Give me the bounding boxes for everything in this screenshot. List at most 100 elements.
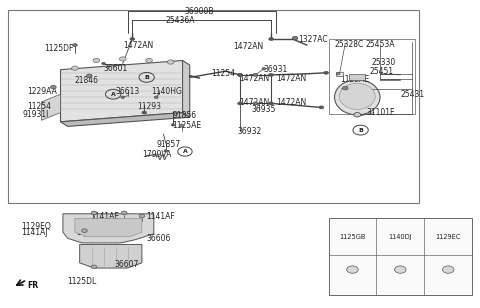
Circle shape — [91, 265, 97, 269]
Circle shape — [72, 44, 77, 47]
Circle shape — [292, 36, 298, 40]
Text: 1125AE: 1125AE — [172, 121, 201, 130]
Text: 1125GB: 1125GB — [339, 234, 366, 240]
Text: 91857: 91857 — [156, 140, 180, 149]
Text: 36606: 36606 — [147, 234, 171, 243]
Text: 1472AN: 1472AN — [123, 41, 153, 50]
Text: B: B — [358, 128, 363, 132]
Text: 36935: 36935 — [251, 105, 276, 114]
Circle shape — [336, 72, 340, 75]
Circle shape — [93, 58, 100, 63]
Polygon shape — [63, 214, 154, 243]
Text: 36900B: 36900B — [185, 7, 214, 16]
Ellipse shape — [339, 83, 375, 109]
Text: 1472AN: 1472AN — [239, 74, 269, 83]
Circle shape — [164, 150, 168, 152]
Circle shape — [121, 211, 127, 215]
Circle shape — [347, 266, 358, 273]
Circle shape — [269, 102, 274, 105]
Text: 1125DF: 1125DF — [44, 44, 73, 53]
Text: 1141AF: 1141AF — [147, 212, 175, 221]
Text: 1472AN: 1472AN — [276, 98, 306, 107]
Text: 25451: 25451 — [370, 67, 394, 76]
Polygon shape — [41, 94, 60, 120]
Text: B: B — [144, 75, 149, 80]
Bar — [349, 74, 365, 80]
Circle shape — [238, 102, 242, 105]
Circle shape — [179, 124, 184, 127]
Bar — [328, 39, 415, 114]
Text: 1141AJ: 1141AJ — [21, 228, 48, 237]
Text: 36931: 36931 — [263, 65, 287, 74]
Circle shape — [319, 106, 324, 109]
Bar — [8, 10, 420, 203]
Text: 91856: 91856 — [173, 111, 197, 120]
Ellipse shape — [335, 80, 380, 115]
Circle shape — [253, 102, 258, 105]
Circle shape — [354, 113, 360, 117]
Text: 1125DL: 1125DL — [67, 277, 96, 286]
Text: 1141AL: 1141AL — [76, 228, 105, 237]
Text: 1472AN: 1472AN — [276, 74, 306, 83]
Text: 11254: 11254 — [211, 69, 235, 78]
Text: 1472AN: 1472AN — [239, 98, 269, 107]
Circle shape — [171, 124, 175, 126]
Circle shape — [139, 214, 145, 218]
Circle shape — [262, 67, 266, 70]
Text: A: A — [182, 149, 187, 154]
Text: 36607: 36607 — [115, 261, 139, 270]
Text: 36601: 36601 — [104, 64, 128, 73]
Text: 25330: 25330 — [372, 58, 396, 67]
Circle shape — [91, 211, 97, 215]
Text: 21846: 21846 — [75, 76, 99, 85]
Circle shape — [50, 85, 56, 89]
Bar — [328, 218, 472, 295]
Text: 1799VA: 1799VA — [142, 150, 171, 160]
Text: 1140DJ: 1140DJ — [388, 234, 412, 240]
Circle shape — [238, 73, 242, 76]
Text: FR: FR — [27, 281, 38, 290]
Text: 25328C: 25328C — [335, 40, 364, 49]
Circle shape — [342, 86, 348, 90]
Circle shape — [82, 229, 87, 233]
Polygon shape — [75, 218, 142, 237]
Text: 1140HG: 1140HG — [152, 87, 182, 96]
Text: 31101E: 31101E — [367, 108, 396, 117]
Circle shape — [324, 71, 328, 74]
Circle shape — [86, 74, 92, 78]
Circle shape — [167, 60, 174, 64]
Circle shape — [238, 73, 242, 76]
Text: 25453A: 25453A — [365, 40, 395, 49]
Text: 11293: 11293 — [137, 102, 161, 111]
Circle shape — [395, 266, 406, 273]
Text: 1129EY: 1129EY — [86, 219, 114, 229]
Text: 1125AE: 1125AE — [340, 75, 370, 84]
Circle shape — [120, 57, 126, 61]
Circle shape — [443, 266, 454, 273]
Circle shape — [354, 113, 360, 117]
Text: 1472AN: 1472AN — [233, 42, 263, 51]
Text: 1129EC: 1129EC — [435, 234, 461, 240]
Circle shape — [146, 58, 153, 63]
Circle shape — [102, 62, 106, 65]
Circle shape — [269, 38, 274, 41]
Polygon shape — [182, 60, 190, 117]
Text: 1129EQ: 1129EQ — [21, 221, 50, 231]
Circle shape — [253, 73, 258, 76]
Text: 36932: 36932 — [238, 128, 262, 136]
Bar — [336, 72, 343, 76]
Text: 11254: 11254 — [27, 102, 51, 111]
Circle shape — [121, 96, 125, 99]
Text: 1229AA: 1229AA — [27, 87, 57, 96]
Circle shape — [155, 96, 158, 99]
Circle shape — [130, 38, 135, 41]
Text: 25431: 25431 — [400, 90, 424, 99]
Text: A: A — [111, 92, 116, 97]
Circle shape — [269, 73, 274, 76]
Polygon shape — [60, 60, 182, 122]
Circle shape — [142, 111, 147, 114]
Polygon shape — [80, 245, 142, 268]
Text: 1327AC: 1327AC — [299, 34, 328, 43]
Text: 36613: 36613 — [116, 87, 140, 96]
Text: 1141AE: 1141AE — [91, 212, 120, 221]
